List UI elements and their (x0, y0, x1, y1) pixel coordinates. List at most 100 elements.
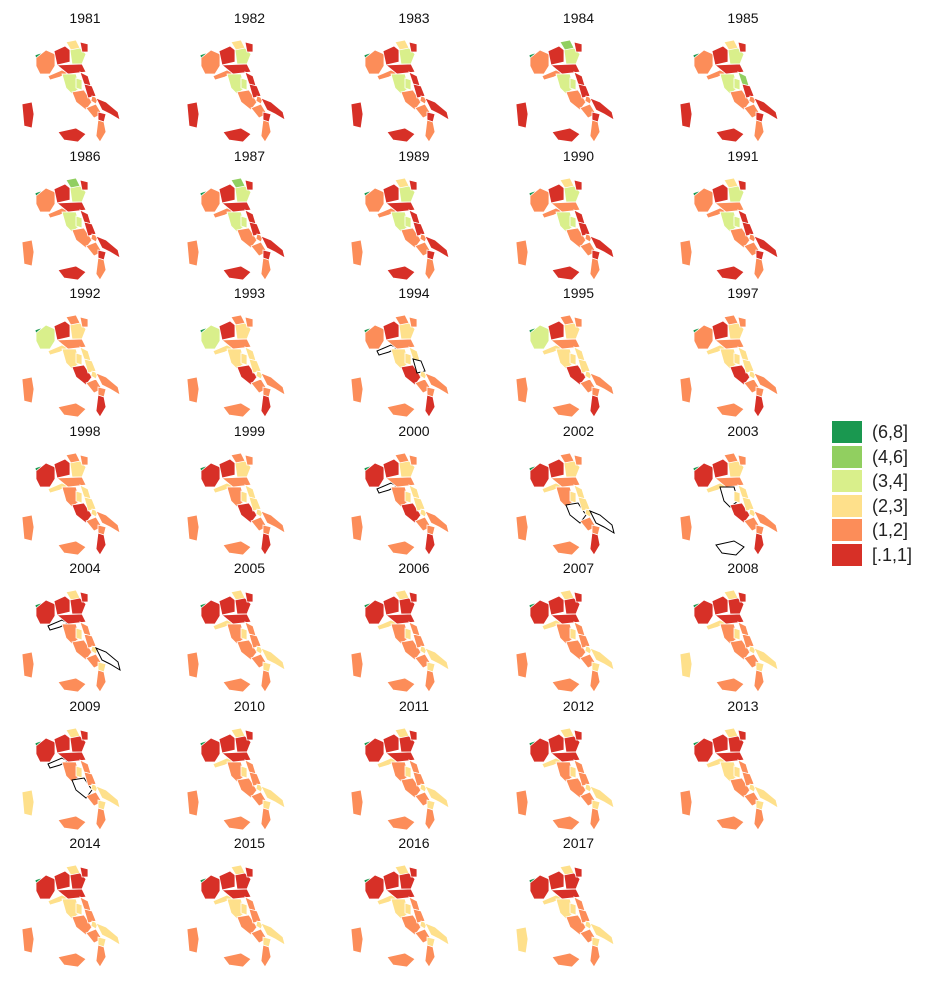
region-lombardy (547, 458, 564, 478)
italy-map (350, 39, 450, 143)
region-abruzzo (83, 908, 97, 924)
region-piedmont (35, 737, 56, 762)
region-abruzzo (83, 770, 97, 786)
region-sardinia (21, 376, 35, 404)
region-umbria (733, 764, 741, 779)
region-sicily (57, 265, 87, 280)
italy-map (21, 314, 121, 418)
region-abruzzo (412, 83, 426, 99)
region-piedmont (35, 874, 56, 900)
region-sardinia (350, 789, 364, 816)
region-abruzzo (247, 633, 262, 649)
region-friuli (79, 591, 89, 603)
region-apulia (424, 647, 450, 671)
map-panel: 1990 (504, 148, 654, 283)
region-sardinia (515, 926, 528, 954)
region-sicily (221, 402, 252, 418)
region-friuli (737, 728, 747, 740)
region-emilia (549, 751, 581, 762)
region-friuli (572, 316, 582, 328)
region-sardinia (186, 514, 199, 541)
region-umbria (404, 352, 412, 366)
region-piedmont (529, 49, 549, 75)
region-lombardy (711, 45, 729, 66)
italy-map (21, 39, 121, 143)
region-friuli (243, 41, 253, 53)
region-calabria (95, 531, 107, 556)
italy-map (186, 864, 286, 968)
region-sardinia (679, 101, 693, 129)
region-piedmont (200, 737, 220, 762)
region-lombardy (218, 595, 235, 616)
region-calabria (424, 256, 436, 281)
region-apulia (95, 784, 121, 809)
region-sicily (57, 540, 87, 555)
region-sicily (550, 677, 581, 693)
region-lombardy (382, 595, 400, 616)
region-sicily (57, 952, 87, 968)
region-abruzzo (741, 358, 755, 374)
region-sardinia (515, 514, 528, 541)
region-apulia (424, 509, 450, 534)
region-sardinia (350, 101, 364, 129)
region-abruzzo (412, 358, 426, 374)
region-lombardy (382, 733, 400, 753)
region-calabria (424, 944, 436, 968)
legend-swatch (832, 543, 862, 566)
region-sardinia (350, 926, 364, 954)
region-lombardy (382, 45, 400, 66)
region-apulia (95, 509, 121, 534)
legend-swatch (832, 421, 862, 443)
region-sicily (550, 952, 581, 968)
region-calabria (95, 669, 107, 693)
italy-map (350, 864, 450, 968)
region-apulia (259, 509, 286, 534)
region-emilia (713, 63, 745, 75)
region-emilia (713, 613, 745, 625)
region-lombardy (218, 458, 235, 478)
map-panel: 2012 (504, 698, 654, 833)
map-panel: 1994 (339, 285, 489, 420)
region-lombardy (711, 733, 729, 753)
region-umbria (569, 77, 576, 91)
region-abruzzo (247, 495, 262, 511)
region-lombardy (382, 320, 400, 341)
panel-year-title: 2007 (562, 560, 595, 576)
region-friuli (243, 591, 253, 603)
region-emilia (549, 888, 581, 900)
region-umbria (733, 77, 741, 91)
italy-map (515, 177, 615, 281)
region-emilia (384, 201, 416, 212)
region-friuli (572, 728, 582, 740)
region-umbria (75, 352, 83, 366)
region-sardinia (350, 514, 364, 541)
legend-item: [.1,1] (830, 543, 940, 568)
panel-year-title: 2011 (398, 697, 430, 714)
region-sicily (386, 402, 416, 418)
panel-year-title: 2017 (562, 835, 595, 851)
region-emilia (549, 613, 581, 625)
italy-map (21, 727, 121, 831)
region-umbria (75, 489, 83, 504)
region-apulia (424, 234, 450, 259)
region-apulia (95, 372, 121, 396)
region-piedmont (200, 187, 220, 212)
region-lombardy (711, 183, 729, 203)
region-abruzzo (412, 220, 426, 236)
map-panel: 2006 (339, 560, 489, 695)
region-sardinia (21, 514, 35, 541)
region-friuli (79, 41, 89, 53)
region-friuli (737, 591, 747, 603)
region-calabria (753, 669, 765, 693)
region-apulia (424, 97, 450, 121)
region-calabria (260, 119, 271, 143)
region-piedmont (529, 599, 549, 625)
region-apulia (588, 922, 615, 946)
region-sardinia (186, 651, 199, 679)
panel-year-title: 1998 (69, 422, 101, 439)
panel-year-title: 2014 (69, 835, 101, 851)
region-apulia (588, 372, 615, 396)
panel-year-title: 1994 (398, 285, 430, 301)
region-lombardy (53, 45, 71, 66)
region-friuli (737, 316, 747, 328)
